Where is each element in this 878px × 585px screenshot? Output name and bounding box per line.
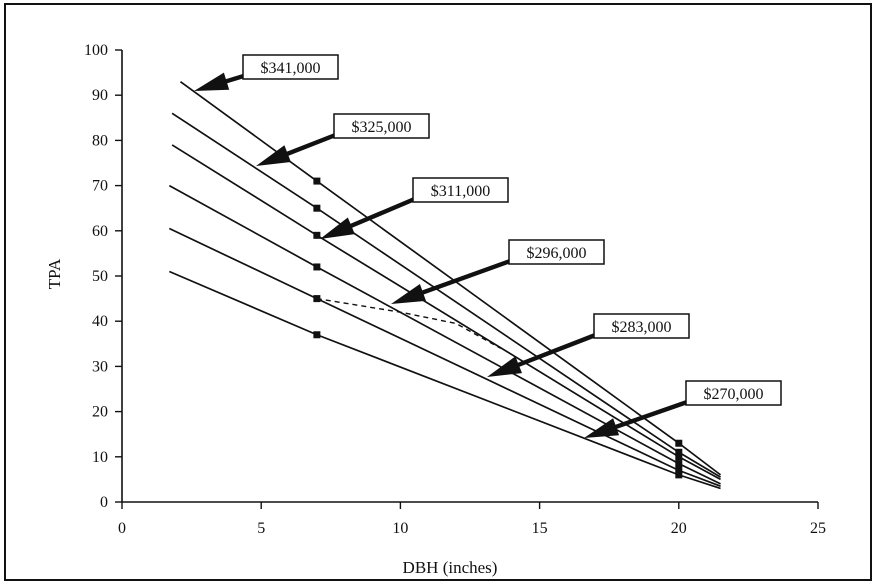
callout-label: $311,000 (431, 183, 490, 200)
callout-arrow (584, 398, 691, 438)
callouts: $341,000 $325,000 $311,000 $296,000 $283,000… (194, 54, 782, 438)
data-point (675, 466, 683, 474)
data-point (675, 471, 683, 479)
y-tick-label: 70 (92, 178, 108, 195)
y-tick-label: 80 (92, 132, 108, 149)
y-tick-label: 10 (92, 449, 108, 466)
data-point (313, 263, 321, 271)
callout-arrow (194, 72, 248, 91)
markers (313, 177, 683, 479)
y-tick-label: 0 (100, 494, 108, 511)
dashed-line-group (316, 297, 501, 349)
y-tick-label: 100 (84, 42, 108, 59)
callout-label: $341,000 (261, 60, 321, 77)
callout-label: $325,000 (352, 119, 412, 136)
series-line (171, 112, 721, 478)
callout-arrow (320, 196, 418, 239)
series-line (179, 80, 722, 476)
y-tick-label: 20 (92, 404, 108, 421)
callout: $296,000 (391, 239, 605, 304)
callout-arrow (256, 132, 339, 166)
data-point (675, 453, 683, 461)
callout-box (685, 380, 782, 406)
data-point (675, 460, 683, 468)
data-point (313, 331, 321, 339)
callout-box (242, 54, 339, 80)
x-tick-label: 5 (257, 520, 265, 537)
x-tick-label: 10 (392, 520, 408, 537)
x-tick-label: 20 (671, 520, 687, 537)
callout: $311,000 (320, 177, 509, 239)
chart-border (4, 3, 872, 581)
callout-box (508, 239, 605, 265)
callout: $270,000 (584, 380, 782, 438)
data-point (313, 231, 321, 239)
y-tick-label: 90 (92, 87, 108, 104)
data-point (313, 177, 321, 185)
axes: 0 5 10 15 20 25 0 10 20 30 40 50 60 70 80 90 100 (84, 42, 826, 537)
y-tick-label: 30 (92, 358, 108, 375)
data-point (313, 204, 321, 212)
series-line (168, 270, 721, 490)
callout-box (412, 177, 509, 203)
y-axis-title: TPA (45, 258, 64, 289)
callout-box (333, 113, 430, 139)
dashed-line (316, 297, 501, 349)
y-tick-label: 60 (92, 223, 108, 240)
x-tick-label: 0 (118, 520, 126, 537)
callout-label: $270,000 (704, 386, 764, 403)
callout-label: $296,000 (527, 245, 587, 262)
y-tick-label: 50 (92, 268, 108, 285)
series-line (171, 144, 721, 481)
callout: $341,000 (194, 54, 339, 91)
x-tick-label: 25 (810, 520, 826, 537)
x-tick-label: 15 (532, 520, 548, 537)
callout: $325,000 (256, 113, 430, 166)
y-tick-label: 40 (92, 313, 108, 330)
data-point (675, 448, 683, 456)
series-lines (168, 80, 722, 490)
data-point (675, 439, 683, 447)
callout-arrow (487, 331, 599, 377)
series-line (168, 227, 721, 487)
series-line (168, 184, 721, 485)
x-axis-title: DBH (inches) (403, 558, 498, 577)
data-point (313, 295, 321, 303)
callout-arrow (391, 257, 514, 304)
callout: $283,000 (487, 313, 690, 377)
callout-box (593, 313, 690, 339)
callout-label: $283,000 (612, 319, 672, 336)
